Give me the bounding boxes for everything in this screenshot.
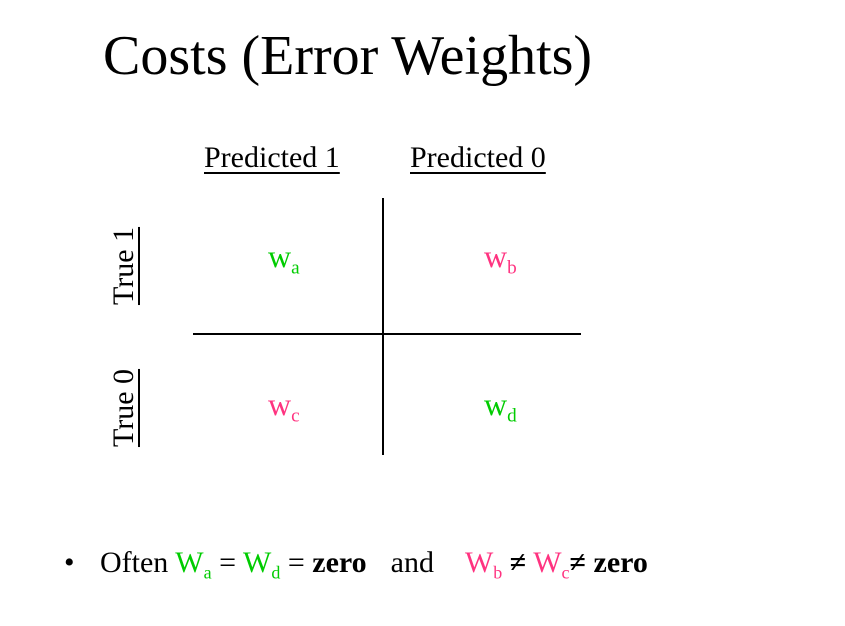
cell-w-a-base: w (268, 238, 292, 274)
bullet-w-b-base: W (464, 546, 494, 579)
cell-w-a: wa (268, 238, 300, 278)
row-header-true-0: True 0 (107, 368, 140, 448)
col-header-predicted-1: Predicted 1 (204, 141, 340, 174)
cell-w-b-sub: b (507, 257, 517, 279)
matrix-vertical-divider (382, 198, 384, 455)
cell-w-d-base: w (484, 386, 508, 422)
row-header-true-1: True 1 (107, 226, 140, 306)
cell-w-c-base: w (268, 386, 292, 422)
col-header-predicted-0: Predicted 0 (410, 141, 546, 174)
cell-w-c: wc (268, 386, 300, 426)
bullet-w-d: Wd (243, 546, 281, 583)
bullet-equals-1: = (219, 546, 237, 579)
cell-w-a-sub: a (291, 257, 300, 279)
cell-w-b: wb (484, 238, 517, 278)
bullet-w-d-base: W (243, 546, 272, 579)
bullet-point: • Often Wa = Wd = zero and Wb ≠ Wc≠ zero (64, 546, 648, 583)
bullet-zero-1: zero (312, 546, 367, 579)
bullet-not-equal-2: ≠ (569, 546, 587, 579)
bullet-not-equal-1: ≠ (509, 546, 527, 579)
cell-w-b-base: w (484, 238, 508, 274)
cell-w-d-sub: d (507, 405, 517, 427)
bullet-w-a: Wa (175, 546, 212, 583)
bullet-w-d-sub: d (271, 562, 281, 583)
bullet-zero-2: zero (593, 546, 648, 579)
slide-title: Costs (Error Weights) (103, 25, 593, 87)
bullet-often: Often (100, 546, 169, 579)
bullet-w-c-base: W (533, 546, 562, 579)
bullet-w-a-base: W (175, 546, 204, 579)
bullet-w-a-sub: a (203, 562, 212, 583)
bullet-equals-2: = (287, 546, 305, 579)
bullet-w-b: Wb (464, 546, 503, 583)
bullet-w-c: Wc (533, 546, 570, 583)
matrix-horizontal-divider (193, 333, 581, 335)
bullet-marker: • (64, 546, 75, 579)
bullet-and: and (390, 546, 434, 579)
cell-w-d: wd (484, 386, 517, 426)
cell-w-c-sub: c (291, 405, 300, 427)
bullet-w-c-sub: c (561, 562, 570, 583)
bullet-w-b-sub: b (493, 562, 503, 583)
